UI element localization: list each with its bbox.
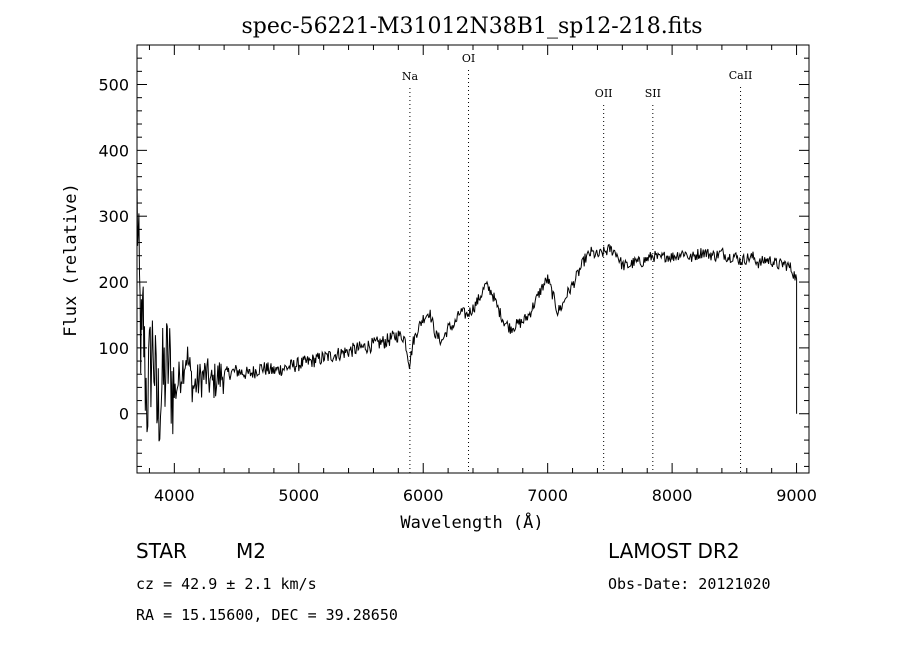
y-axis-label: Flux (relative) xyxy=(61,183,81,337)
spectral-line-markers: Na OI OII SII CaII xyxy=(402,52,753,473)
line-label-oii: OII xyxy=(595,87,613,100)
line-label-na: Na xyxy=(402,70,419,83)
x-axis: 4000 5000 6000 7000 8000 9000 xyxy=(148,45,817,505)
subclass: M2 xyxy=(236,539,266,563)
y-tick-label: 200 xyxy=(98,273,129,292)
x-axis-label: Wavelength (Å) xyxy=(400,511,543,533)
plot-frame xyxy=(136,44,810,474)
y-tick-label: 500 xyxy=(98,76,129,95)
survey-name: LAMOST DR2 xyxy=(608,539,740,563)
coordinates: RA = 15.15600, DEC = 39.28650 xyxy=(136,606,398,624)
x-tick-label: 6000 xyxy=(403,486,444,505)
y-axis: 0 100 200 300 400 500 xyxy=(98,44,809,467)
line-label-oi: OI xyxy=(462,52,475,65)
y-tick-label: 0 xyxy=(119,405,129,424)
x-tick-label: 9000 xyxy=(776,486,817,505)
y-tick-label: 100 xyxy=(98,339,129,358)
y-tick-label: 300 xyxy=(98,207,129,226)
x-tick-label: 7000 xyxy=(527,486,568,505)
x-tick-label: 5000 xyxy=(278,486,319,505)
line-label-caii: CaII xyxy=(729,69,753,82)
line-label-sii: SII xyxy=(645,87,661,100)
observation-date: Obs-Date: 20121020 xyxy=(608,575,771,593)
series-group xyxy=(136,178,798,442)
x-tick-label: 8000 xyxy=(652,486,693,505)
spectrum-series xyxy=(136,178,798,442)
object-type: STAR xyxy=(136,539,187,563)
y-tick-label: 400 xyxy=(98,141,129,160)
chart-title: spec-56221-M31012N38B1_sp12-218.fits xyxy=(241,14,702,39)
x-tick-label: 4000 xyxy=(154,486,195,505)
redshift-velocity: cz = 42.9 ± 2.1 km/s xyxy=(136,575,317,593)
